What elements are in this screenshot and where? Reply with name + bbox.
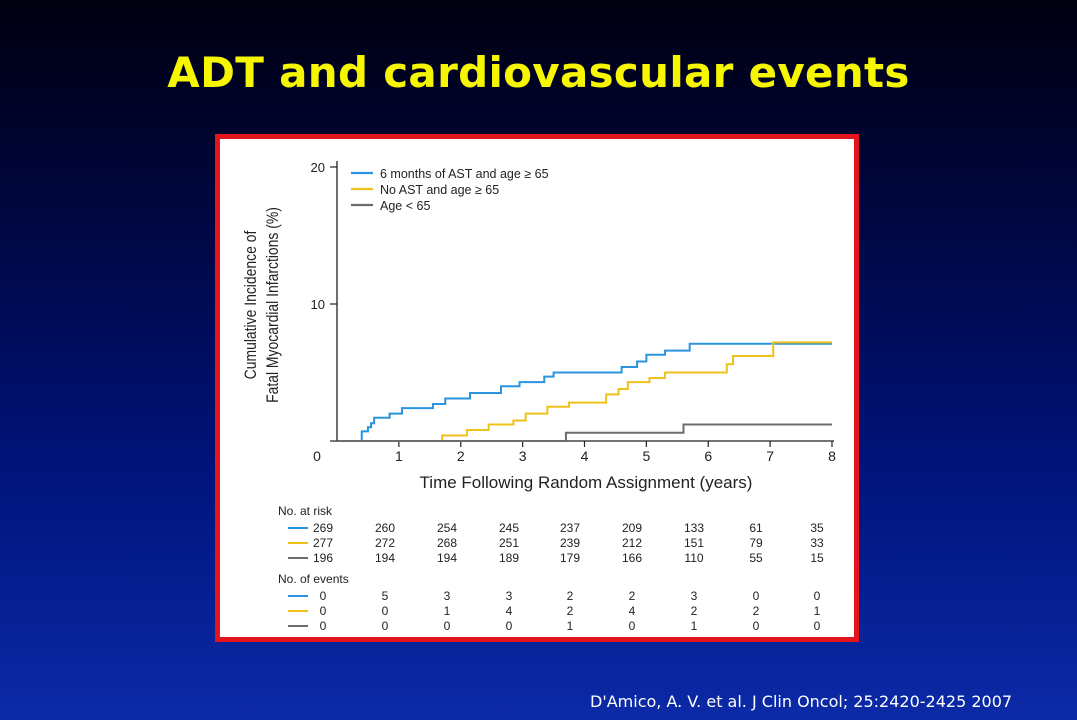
y-tick-label: 20 [311, 160, 325, 175]
events-cell: 4 [506, 604, 513, 618]
x-origin-label: 0 [313, 448, 321, 464]
x-tick-label: 8 [828, 448, 836, 464]
at-risk-cell: 239 [560, 536, 580, 550]
at-risk-cell: 260 [375, 521, 395, 535]
x-tick-label: 2 [457, 448, 465, 464]
series-curves [337, 341, 832, 442]
at-risk-cell: 110 [684, 551, 703, 565]
at-risk-cell: 15 [810, 551, 824, 565]
chart-frame: 10 20 0 1 2 3 4 5 6 7 8 6 months of AST and age ≥ … [215, 134, 859, 642]
x-tick-label: 3 [519, 448, 527, 464]
at-risk-cell: 269 [313, 521, 333, 535]
events-cell: 0 [629, 619, 636, 633]
at-risk-title: No. at risk [278, 504, 333, 518]
y-axis-label-line2: Fatal Myocardial Infarctions (%) [264, 207, 283, 403]
series-line-1 [337, 342, 832, 442]
legend-label: 6 months of AST and age ≥ 65 [380, 167, 549, 181]
at-risk-cell: 166 [622, 551, 642, 565]
y-axis-label-line1: Cumulative Incidence of [242, 230, 261, 379]
at-risk-cell: 151 [684, 536, 704, 550]
events-cell: 1 [691, 619, 698, 633]
x-tick-label: 7 [766, 448, 774, 464]
at-risk-cell: 35 [810, 521, 824, 535]
legend-label: No AST and age ≥ 65 [380, 183, 499, 197]
events-cell: 1 [814, 604, 821, 618]
events-cell: 0 [506, 619, 513, 633]
x-tick-label: 6 [704, 448, 712, 464]
at-risk-cell: 133 [684, 521, 704, 535]
at-risk-cell: 254 [437, 521, 457, 535]
events-cell: 0 [320, 604, 327, 618]
events-cell: 0 [753, 619, 760, 633]
events-cell: 0 [814, 589, 821, 603]
x-axis-label: Time Following Random Assignment (years) [420, 473, 753, 492]
events-cell: 2 [753, 604, 760, 618]
events-cell: 0 [320, 619, 327, 633]
x-tick-label: 5 [642, 448, 650, 464]
events-cell: 3 [691, 589, 698, 603]
at-risk-cell: 79 [749, 536, 763, 550]
events-cell: 2 [629, 589, 636, 603]
legend: 6 months of AST and age ≥ 65 No AST and a… [351, 167, 549, 213]
at-risk-cell: 55 [749, 551, 763, 565]
events-cell: 0 [753, 589, 760, 603]
events-cell: 1 [444, 604, 451, 618]
at-risk-cell: 196 [313, 551, 333, 565]
y-tick-label: 10 [311, 297, 325, 312]
at-risk-cell: 268 [437, 536, 457, 550]
events-cell: 2 [567, 604, 574, 618]
at-risk-cell: 251 [499, 536, 519, 550]
citation: D'Amico, A. V. et al. J Clin Oncol; 25:2… [590, 692, 1013, 711]
events-cell: 3 [506, 589, 513, 603]
events-cell: 0 [382, 619, 389, 633]
slide-title: ADT and cardiovascular events [167, 48, 910, 97]
x-tick-label: 1 [395, 448, 403, 464]
events-cell: 0 [814, 619, 821, 633]
at-risk-cell: 61 [749, 521, 763, 535]
series-line-3 [337, 423, 832, 442]
at-risk-cell: 277 [313, 536, 333, 550]
legend-label: Age < 65 [380, 199, 430, 213]
events-cell: 5 [382, 589, 389, 603]
at-risk-cell: 189 [499, 551, 519, 565]
events-cell: 2 [567, 589, 574, 603]
at-risk-cell: 179 [560, 551, 580, 565]
events-cell: 2 [691, 604, 698, 618]
at-risk-cell: 194 [437, 551, 457, 565]
at-risk-cell: 33 [810, 536, 824, 550]
series-line-2 [337, 341, 832, 442]
events-title: No. of events [278, 572, 349, 586]
events-cell: 4 [629, 604, 636, 618]
events-cell: 3 [444, 589, 451, 603]
events-cell: 0 [382, 604, 389, 618]
events-cell: 0 [444, 619, 451, 633]
events-cell: 0 [320, 589, 327, 603]
at-risk-cell: 209 [622, 521, 642, 535]
at-risk-cell: 194 [375, 551, 395, 565]
at-risk-cell: 245 [499, 521, 519, 535]
x-tick-label: 4 [581, 448, 589, 464]
at-risk-cell: 272 [375, 536, 395, 550]
at-risk-cell: 237 [560, 521, 580, 535]
at-risk-cell: 212 [622, 536, 642, 550]
events-cell: 1 [567, 619, 574, 633]
